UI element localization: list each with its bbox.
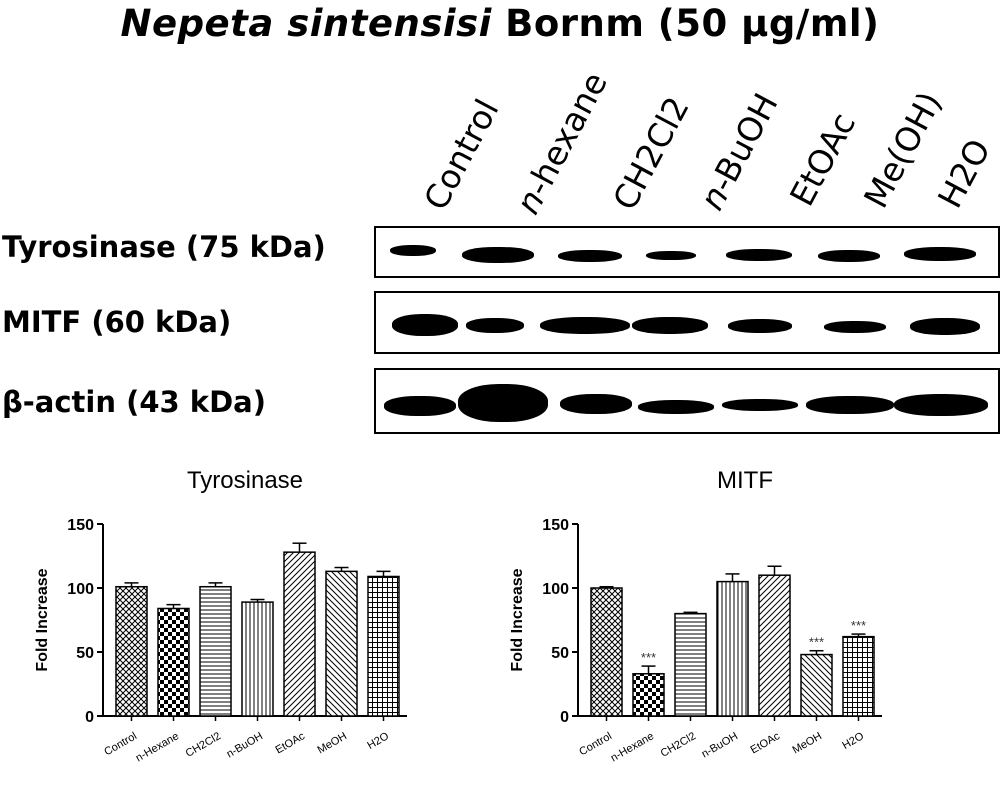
bar	[367, 575, 400, 717]
x-category-label: MeOH	[790, 730, 824, 756]
blot-label-beta-actin: β-actin (43 kDa)	[2, 385, 266, 419]
x-category-label: EtOAc	[273, 730, 307, 757]
blot-label-mitf: MITF (60 kDa)	[2, 305, 232, 339]
bar	[115, 585, 148, 717]
blot-label-tyrosinase: Tyrosinase (75 kDa)	[2, 230, 326, 264]
bar	[842, 635, 875, 717]
y-tick-label: 100	[67, 581, 94, 598]
blot-image-tyrosinase	[374, 226, 1000, 278]
blot-image-mitf	[374, 291, 1000, 354]
y-tick-label: 50	[76, 645, 94, 662]
y-tick-label: 150	[67, 517, 94, 534]
x-category-label: EtOAc	[748, 730, 782, 757]
y-axis-label: Fold Increase	[509, 568, 526, 671]
y-tick-label: 0	[85, 709, 94, 726]
significance-label: ***	[851, 618, 866, 633]
y-tick-label: 50	[551, 645, 569, 662]
x-category-label: H2O	[365, 730, 391, 752]
bar	[716, 580, 749, 717]
x-category-label: CH2Cl2	[184, 730, 223, 760]
bar	[241, 601, 274, 717]
chart-title-mitf: MITF	[717, 467, 773, 494]
bar	[283, 551, 316, 717]
y-axis-label: Fold Increase	[34, 568, 51, 671]
x-category-label: n-BuOH	[700, 730, 740, 760]
y-tick-label: 100	[542, 581, 569, 598]
bar	[325, 570, 358, 717]
x-category-label: CH2Cl2	[659, 730, 698, 760]
bar	[157, 607, 190, 717]
bar	[590, 587, 623, 717]
bar	[674, 612, 707, 717]
chart-title-tyrosinase: Tyrosinase	[186, 467, 304, 494]
x-category-label: n-BuOH	[225, 730, 265, 760]
x-category-label: n-Hexane	[134, 730, 181, 764]
significance-label: ***	[809, 635, 824, 650]
x-category-label: n-Hexane	[609, 730, 656, 764]
x-category-label: MeOH	[315, 730, 349, 756]
x-category-label: H2O	[840, 730, 866, 752]
figure-title: Nepeta sintensisi Bornm (50 μg/ml)	[120, 2, 880, 45]
blot-image-beta-actin	[374, 368, 1000, 434]
y-tick-label: 0	[560, 709, 569, 726]
bar	[800, 653, 833, 717]
bar	[632, 673, 665, 717]
bar	[199, 585, 232, 717]
bar	[758, 574, 791, 717]
significance-label: ***	[641, 650, 656, 665]
y-tick-label: 150	[542, 517, 569, 534]
